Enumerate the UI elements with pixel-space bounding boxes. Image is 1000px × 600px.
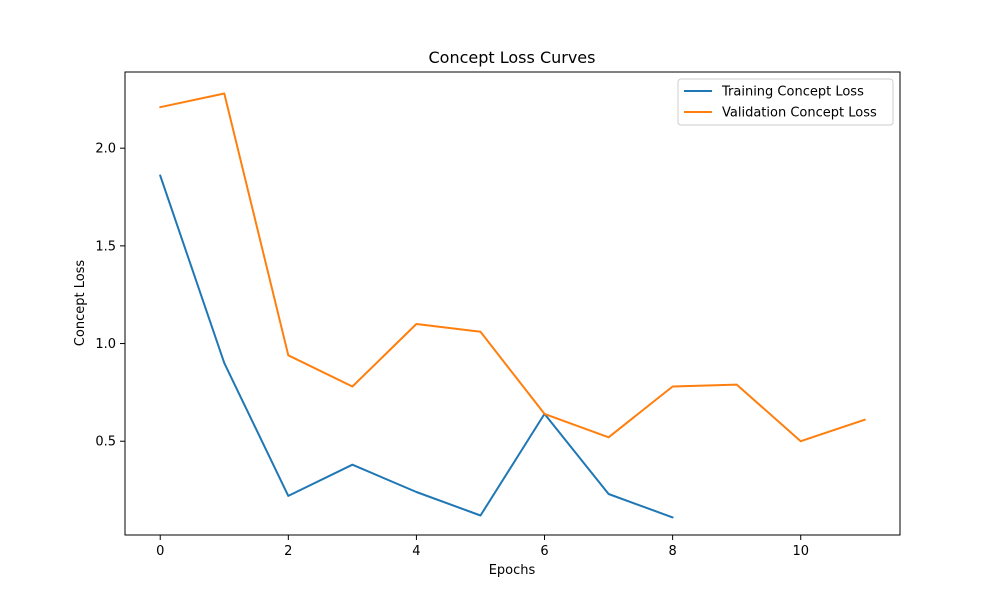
y-tick-label: 1.5 bbox=[95, 239, 116, 254]
plot-area bbox=[159, 92, 866, 519]
legend: Training Concept Loss Validation Concept … bbox=[677, 78, 894, 126]
x-axis-label: Epochs bbox=[489, 563, 536, 578]
x-axis: 0 2 4 6 8 10 bbox=[156, 535, 809, 559]
x-tick-label: 2 bbox=[284, 544, 292, 559]
x-tick-label: 0 bbox=[156, 544, 164, 559]
legend-label-validation-concept-loss: Validation Concept Loss bbox=[722, 106, 877, 121]
chart-title: Concept Loss Curves bbox=[429, 48, 596, 67]
y-tick-label: 0.5 bbox=[95, 435, 116, 450]
y-tick-label: 2.0 bbox=[95, 142, 116, 157]
plot-frame bbox=[124, 71, 901, 536]
y-tick-label: 1.0 bbox=[95, 337, 116, 352]
legend-box bbox=[677, 78, 894, 126]
x-tick-label: 6 bbox=[540, 544, 548, 559]
x-tick-label: 4 bbox=[412, 544, 420, 559]
series-line-training-concept-loss bbox=[159, 174, 674, 519]
x-tick-label: 8 bbox=[668, 544, 676, 559]
y-axis: 0.5 1.0 1.5 2.0 bbox=[95, 142, 125, 450]
y-axis-label: Concept Loss bbox=[73, 260, 88, 347]
legend-label-training-concept-loss: Training Concept Loss bbox=[721, 85, 864, 100]
series-line-validation-concept-loss bbox=[159, 92, 866, 443]
x-tick-label: 10 bbox=[792, 544, 809, 559]
